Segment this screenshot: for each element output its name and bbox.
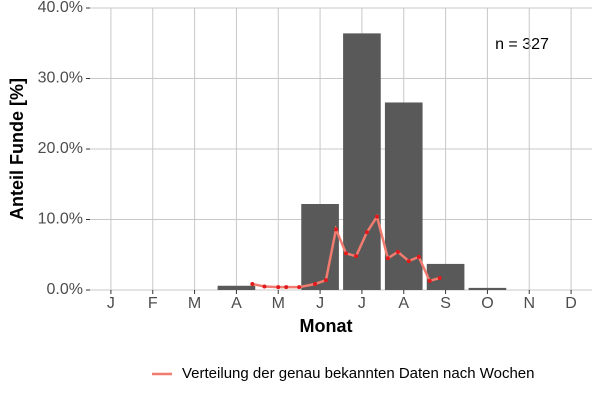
bar: [384, 102, 423, 290]
x-tick-label: O: [481, 295, 493, 312]
y-tick-label: 10.0%: [38, 211, 83, 228]
point: [437, 276, 442, 281]
x-tick-label: M: [188, 295, 201, 312]
point: [416, 254, 421, 259]
x-tick-label: A: [398, 295, 409, 312]
point: [262, 284, 267, 289]
x-tick-label: M: [272, 295, 285, 312]
point: [323, 278, 328, 283]
x-tick-label: D: [565, 295, 577, 312]
point: [374, 214, 379, 219]
bar: [468, 287, 507, 290]
annotation: n = 327: [495, 36, 549, 53]
point: [297, 285, 302, 290]
y-tick-label: 30.0%: [38, 70, 83, 87]
x-axis-title: Monat: [300, 316, 353, 336]
y-tick-label: 0.0%: [47, 281, 83, 298]
point: [344, 251, 349, 256]
x-tick-label: N: [523, 295, 535, 312]
bar: [343, 33, 381, 290]
point: [427, 278, 432, 283]
legend-label: Verteilung der genau bekannten Daten nac…: [182, 365, 535, 382]
x-tick-label: J: [107, 295, 115, 312]
point: [284, 285, 289, 290]
y-tick-label: 40.0%: [38, 0, 83, 16]
bar: [217, 285, 256, 290]
x-tick-label: A: [231, 295, 242, 312]
point: [276, 285, 281, 290]
point: [333, 227, 338, 232]
point: [354, 254, 359, 259]
point: [250, 282, 255, 287]
x-tick-label: J: [358, 295, 366, 312]
y-tick-label: 20.0%: [38, 140, 83, 157]
point: [406, 259, 411, 264]
bar: [426, 263, 465, 290]
point: [313, 282, 318, 287]
point: [395, 249, 400, 254]
x-tick-label: F: [148, 295, 158, 312]
y-axis-title: Anteil Funde [%]: [7, 78, 27, 220]
point: [364, 230, 369, 235]
point: [385, 256, 390, 261]
x-tick-label: J: [316, 295, 324, 312]
x-tick-label: S: [440, 295, 451, 312]
